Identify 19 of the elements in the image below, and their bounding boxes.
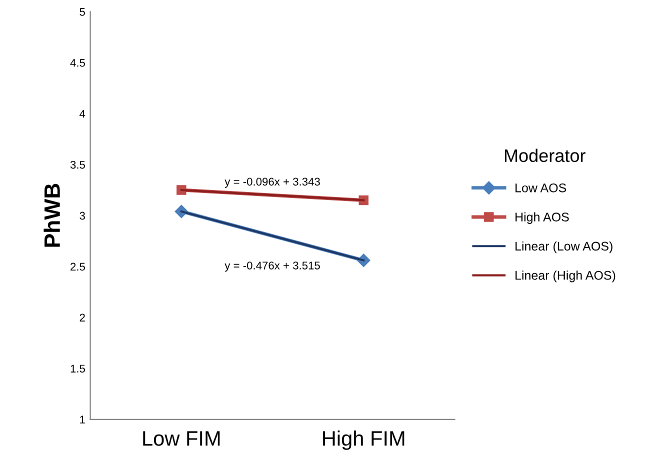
y-axis-title: PhWB [44, 184, 60, 247]
y-tick-label: 3 [80, 212, 85, 220]
y-tick-label: 1.5 [70, 364, 85, 373]
y-tick-label: 1 [80, 416, 85, 424]
legend-label: High AOS [516, 212, 569, 224]
x-tick-label: High FIM [323, 430, 404, 450]
legend-title: Moderator [504, 148, 586, 162]
annotation: y = -0.476x + 3.515 [224, 262, 320, 272]
y-tick-label: 2.5 [70, 262, 85, 271]
y-tick-label: 5 [80, 8, 85, 16]
y-tick-label: 3.5 [70, 160, 85, 169]
y-tick-label: 2 [80, 314, 85, 322]
legend-label: Low AOS [516, 183, 566, 192]
legend-label: Linear (Low AOS) [516, 241, 612, 254]
y-tick-label: 4 [80, 110, 86, 118]
legend-label: Linear (High AOS) [516, 270, 616, 282]
y-tick-label: 4.5 [70, 59, 85, 67]
x-tick-label: Low FIM [143, 431, 220, 446]
annotation: y = -0.096x + 3.343 [224, 178, 320, 188]
